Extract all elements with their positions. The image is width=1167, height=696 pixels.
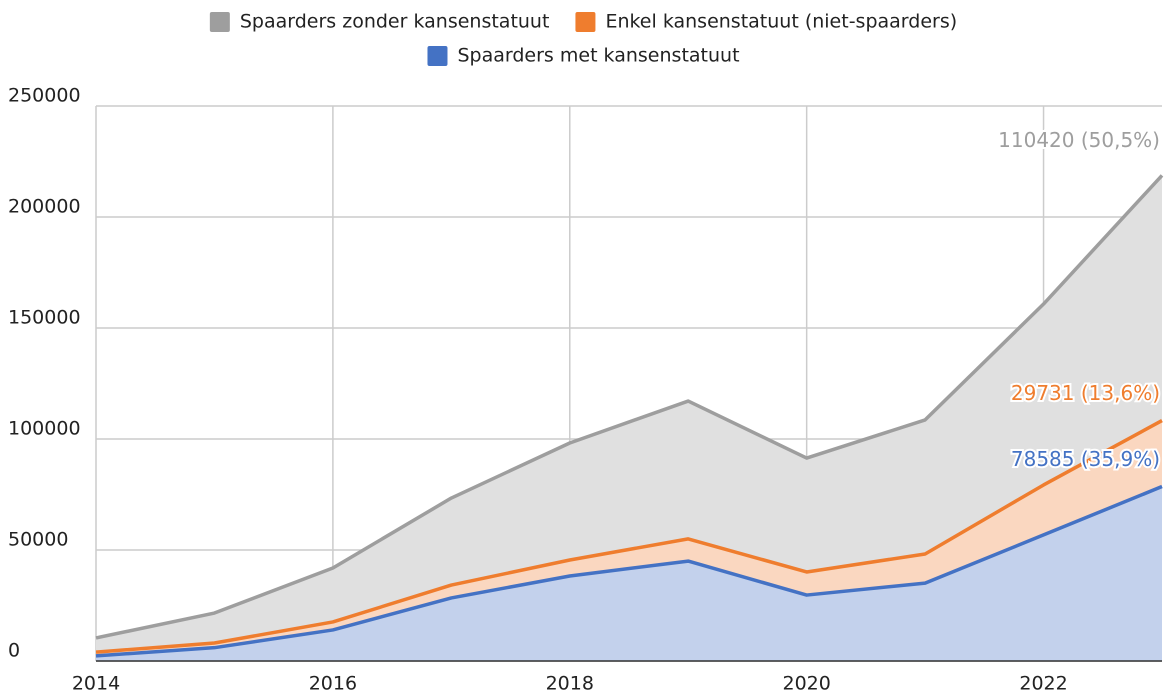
legend-swatch [427,46,448,66]
x-tick-label: 2020 [782,673,830,695]
legend-swatch [575,12,596,32]
area-fill [96,486,1162,661]
legend-label: Spaarders zonder kansenstatuut [240,11,550,33]
data-label: 29731 (13,6%) [1011,381,1160,405]
legend-row: Spaarders zonder kansenstatuut Enkel kans… [209,11,957,33]
y-tick-label: 50000 [8,529,68,551]
data-label: 110420 (50,5%) [998,128,1160,152]
x-tick-label: 2016 [309,673,357,695]
legend-row: Spaarders met kansenstatuut [427,45,740,67]
x-tick-label: 2022 [1019,673,1067,695]
legend-label: Spaarders met kansenstatuut [457,45,739,67]
area-line [95,174,1164,640]
x-tick-label: 2014 [72,673,120,695]
area-line [95,484,1163,658]
y-tick-label: 200000 [8,196,81,218]
y-tick-label: 0 [8,640,20,662]
area-fill [96,175,1162,653]
y-tick-label: 150000 [8,307,81,329]
x-tick-label: 2018 [546,673,594,695]
legend-label: Enkel kansenstatuut (niet-spaarders) [605,11,957,33]
area-line [95,419,1163,654]
legend-swatch [209,12,230,32]
y-tick-label: 100000 [8,418,81,440]
data-label: 78585 (35,9%) [1011,447,1160,471]
y-tick-label: 250000 [8,85,81,107]
